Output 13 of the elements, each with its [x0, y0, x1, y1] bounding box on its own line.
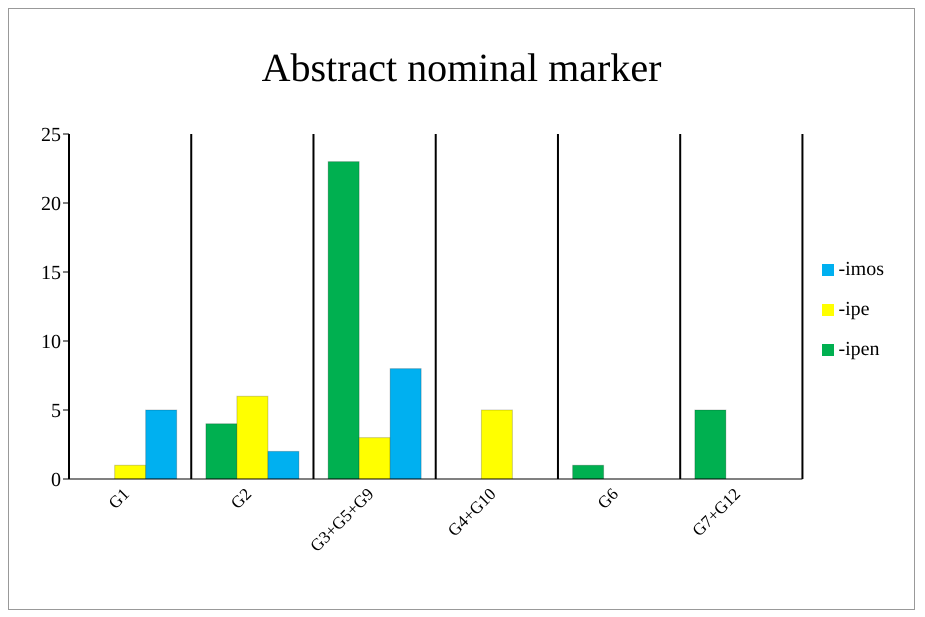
x-tick-label: G1	[104, 484, 133, 513]
y-tick-label: 25	[41, 124, 61, 146]
x-tick-label: G6	[594, 484, 622, 513]
y-tick-label: 20	[41, 193, 61, 216]
legend-label: -ipen	[838, 338, 880, 360]
y-tick-label: 10	[41, 331, 61, 354]
chart-title: Abstract nominal marker	[260, 44, 662, 91]
y-tick-label: 5	[51, 400, 61, 422]
y-tick-label: 15	[41, 262, 61, 284]
legend-label: -imos	[838, 258, 884, 280]
x-tick-label: G2	[227, 484, 256, 513]
y-tick-label: 0	[51, 469, 61, 492]
legend-label: -ipe	[838, 298, 870, 320]
